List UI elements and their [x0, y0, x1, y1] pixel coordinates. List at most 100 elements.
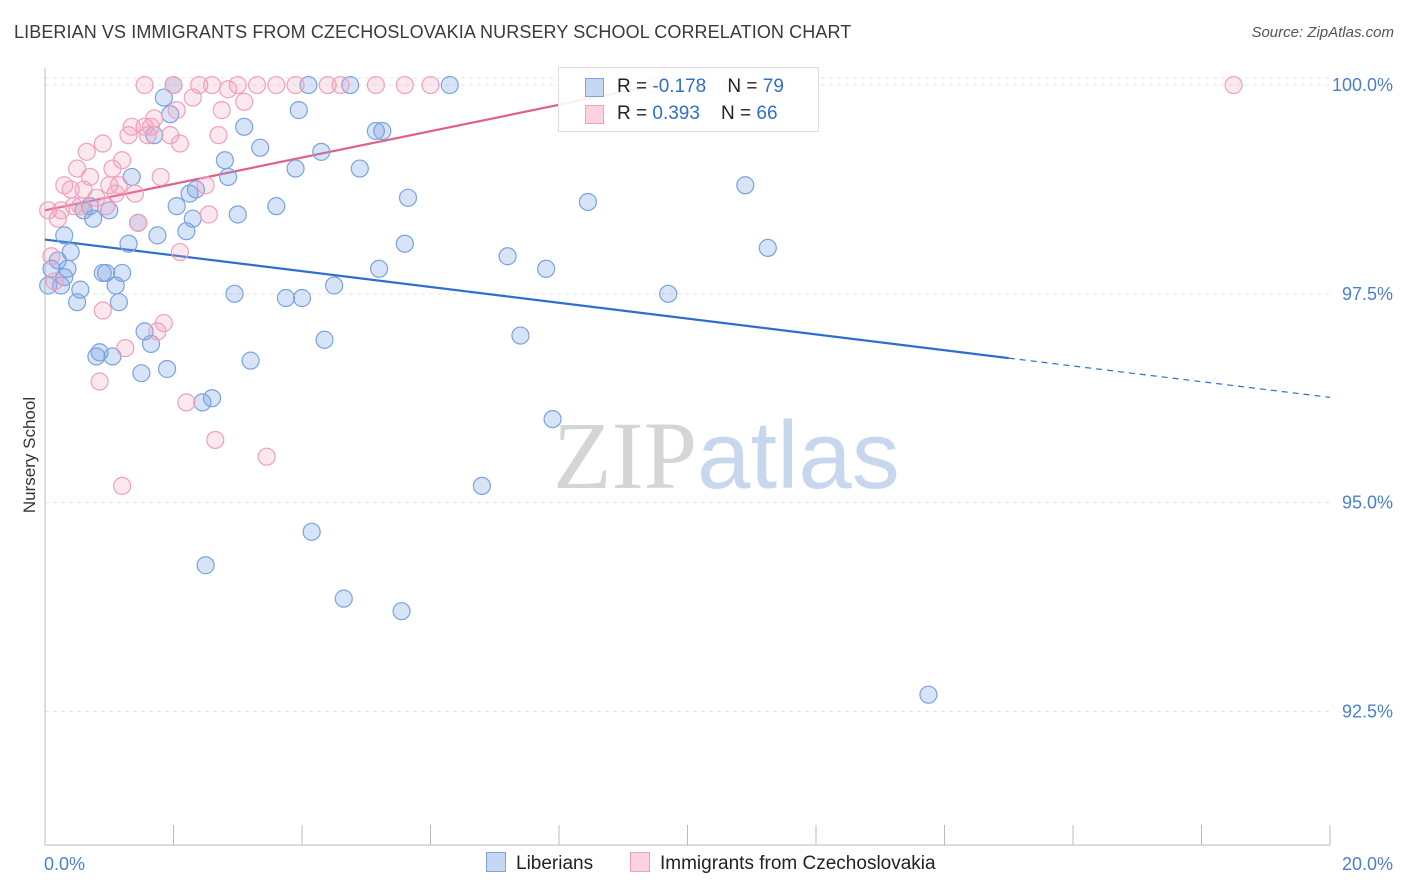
- liberian-point: [758, 238, 777, 257]
- czechoslovakia-point: [116, 339, 135, 358]
- liberian-point: [276, 288, 296, 308]
- legend-n-label: N =: [727, 76, 763, 97]
- liberian-point: [183, 209, 202, 228]
- czechoslovakia-point: [154, 313, 173, 333]
- liberian-point: [543, 409, 562, 429]
- bottom-legend-czechoslovakia: Immigrants from Czechoslovakia: [630, 852, 936, 875]
- liberian-point: [398, 188, 418, 207]
- liberian-trend-line: [44, 238, 1009, 360]
- liberian-trend-extension: [1008, 357, 1331, 398]
- czechoslovakia-point: [202, 75, 222, 95]
- stats-legend: R = -0.178 N = 79 R = 0.393 N = 66: [558, 67, 819, 132]
- czechoslovakia-point: [80, 167, 100, 187]
- czechoslovakia-point: [212, 101, 231, 120]
- liberian-point: [392, 602, 411, 621]
- y-tick-label: 100.0%: [1332, 75, 1393, 95]
- czechoslovakia-point: [125, 184, 145, 203]
- liberian-point: [193, 393, 212, 412]
- czechoslovakia-point: [199, 205, 218, 224]
- legend-swatch-blue: [585, 78, 604, 97]
- x-tick-label: 20.0%: [1342, 854, 1393, 874]
- liberian-point: [228, 205, 247, 224]
- bottom-legend-swatch-pink: [630, 852, 650, 872]
- czechoslovakia-point: [247, 75, 267, 95]
- liberian-point: [167, 197, 186, 216]
- liberian-point: [315, 330, 334, 349]
- liberian-point: [215, 151, 234, 170]
- czechoslovakia-point: [1224, 75, 1243, 95]
- liberian-point: [919, 685, 938, 704]
- tick-labels: 100.0% 97.5% 95.0% 92.5% 0.0% 20.0%: [44, 75, 1393, 874]
- czechoslovakia-point: [167, 101, 186, 120]
- watermark: ZIPatlas: [553, 400, 900, 511]
- czechoslovakia-point: [219, 80, 238, 99]
- liberian-point: [58, 259, 77, 278]
- czechoslovakia-point: [96, 197, 116, 216]
- liberian-point: [472, 476, 491, 496]
- liberian-point: [154, 88, 173, 107]
- chart-title: LIBERIAN VS IMMIGRANTS FROM CZECHOSLOVAK…: [14, 22, 852, 42]
- bottom-legend-label: Immigrants from Czechoslovakia: [660, 853, 936, 874]
- czechoslovakia-point: [235, 92, 254, 111]
- czechoslovakia-point: [42, 247, 61, 266]
- liberian-point: [537, 259, 556, 278]
- liberian-point: [112, 263, 132, 283]
- x-tick-label: 0.0%: [44, 854, 85, 874]
- legend-r-label: R =: [617, 76, 653, 97]
- czechoslovakia-point: [228, 75, 247, 95]
- chart-source: Source: ZipAtlas.com: [1251, 24, 1394, 41]
- czechoslovakia-trend-line: [44, 83, 656, 212]
- bottom-legend-liberians: Liberians: [486, 852, 593, 875]
- y-tick-label: 97.5%: [1342, 284, 1393, 304]
- data-points: [39, 75, 1243, 704]
- czechoslovakia-point: [112, 476, 132, 496]
- czechoslovakia-point: [93, 301, 112, 320]
- czechoslovakia-point: [196, 176, 215, 195]
- czechoslovakia-point: [421, 75, 440, 95]
- liberian-point: [286, 159, 305, 178]
- legend-n-value: 79: [762, 76, 784, 97]
- liberian-point: [350, 159, 369, 178]
- watermark-atlas: atlas: [697, 402, 900, 509]
- czechoslovakia-point: [129, 213, 148, 232]
- liberian-point: [292, 288, 312, 308]
- liberian-point: [219, 167, 238, 187]
- legend-r-value: -0.178: [652, 76, 707, 97]
- liberian-point: [341, 75, 360, 95]
- czechoslovakia-point: [109, 176, 128, 195]
- czechoslovakia-point: [64, 197, 84, 216]
- czechoslovakia-point: [366, 75, 385, 95]
- y-axis-label: Nursery School: [20, 397, 39, 513]
- y-tick-label: 92.5%: [1342, 701, 1393, 721]
- liberian-point: [71, 280, 90, 299]
- grid-lines: [45, 77, 1330, 712]
- czechoslovakia-point: [257, 447, 276, 466]
- liberian-point: [334, 589, 353, 608]
- legend-swatch-pink: [585, 105, 604, 124]
- liberian-point: [370, 259, 389, 278]
- liberian-point: [96, 263, 116, 283]
- czechoslovakia-point: [151, 167, 170, 187]
- liberian-point: [61, 242, 80, 262]
- czechoslovakia-point: [122, 117, 141, 136]
- czechoslovakia-point: [164, 75, 183, 95]
- czechoslovakia-point: [93, 134, 112, 153]
- liberian-point: [395, 234, 414, 253]
- liberian-point: [148, 226, 167, 245]
- liberian-point: [55, 226, 74, 245]
- czechoslovakia-point: [318, 75, 337, 95]
- liberian-point: [251, 138, 270, 157]
- czechoslovakia-point: [331, 75, 350, 95]
- bottom-legend-swatch-blue: [486, 852, 506, 872]
- liberian-point: [511, 326, 530, 345]
- liberian-point: [289, 101, 308, 120]
- liberian-point: [241, 351, 260, 370]
- czechoslovakia-point: [170, 242, 190, 262]
- bottom-legend-label: Liberians: [516, 853, 594, 874]
- legend-n-value: 66: [756, 103, 778, 124]
- czechoslovakia-point: [190, 75, 209, 95]
- czechoslovakia-point: [267, 75, 286, 95]
- czechoslovakia-point: [68, 159, 87, 178]
- liberian-point: [312, 142, 331, 161]
- liberian-point: [109, 293, 128, 312]
